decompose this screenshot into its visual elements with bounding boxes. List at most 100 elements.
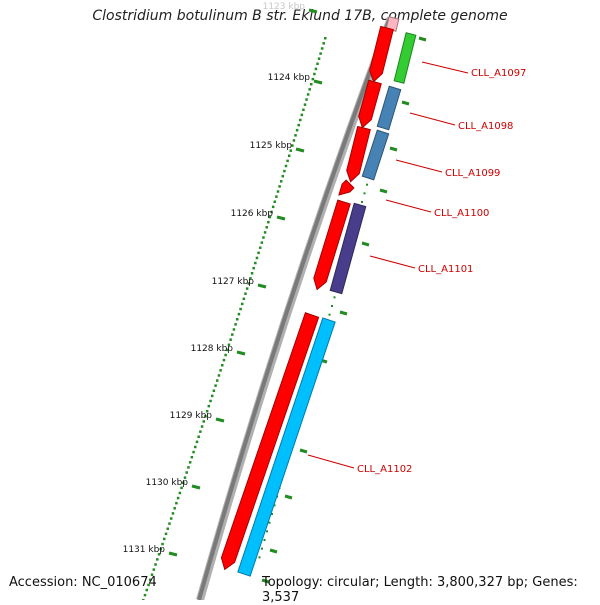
gc-dot: [320, 47, 324, 50]
gc-dot: [212, 389, 216, 393]
gc-dot: [265, 226, 268, 229]
scale-tick: [215, 417, 225, 423]
gc-dot: [197, 435, 200, 439]
gc-dot: [328, 313, 331, 316]
gc-dot: [308, 88, 311, 91]
gene-arrow-outer: [358, 79, 382, 129]
gene-label: CLL_A1098: [458, 121, 513, 132]
gc-dot: [199, 430, 202, 433]
gc-dot: [306, 93, 310, 96]
gc-dot: [163, 537, 166, 541]
gc-dot: [190, 455, 194, 459]
gc-dot: [275, 195, 278, 198]
gc-dot: [156, 558, 159, 561]
gene-label: CLL_A1101: [418, 264, 473, 275]
gc-dot: [314, 67, 318, 71]
gc-dot: [363, 192, 366, 195]
gc-dot: [194, 445, 197, 449]
gc-dot: [173, 507, 176, 510]
gc-dot: [214, 384, 217, 387]
scale-tick: [313, 79, 323, 85]
gc-dot: [310, 82, 313, 86]
gc-dot: [361, 201, 363, 203]
gc-dot: [287, 154, 291, 158]
gc-dot: [268, 215, 272, 219]
gc-dot: [143, 593, 147, 597]
gc-dot: [260, 241, 264, 244]
gc-dot: [250, 272, 254, 275]
gc-dot: [227, 343, 231, 347]
scale-label: 1127 kbp: [212, 277, 255, 287]
gc-dot: [157, 553, 161, 556]
gc-dot: [258, 556, 261, 559]
label-leader-line: [409, 112, 456, 126]
gc-dot: [161, 542, 164, 546]
gene-label: CLL_A1097: [471, 68, 526, 79]
gc-dot: [252, 266, 255, 270]
gc-dot: [324, 37, 327, 40]
skew-tick: [269, 548, 278, 554]
gc-dot: [263, 539, 266, 541]
gc-dot: [239, 307, 242, 311]
gc-dot: [300, 113, 304, 117]
gc-dot: [145, 588, 149, 592]
gene-features: [220, 16, 417, 577]
skew-tick: [299, 448, 308, 454]
scale-tick: [257, 283, 267, 289]
gc-dot: [242, 297, 246, 301]
gene-arrow: [385, 16, 400, 32]
gc-dot: [221, 363, 224, 367]
gc-dot: [182, 481, 185, 484]
gc-dot: [331, 305, 333, 307]
gc-dot: [195, 440, 199, 444]
gc-dot: [257, 251, 260, 255]
scale-tick: [236, 350, 246, 356]
label-leader-line: [385, 199, 432, 213]
gc-dot: [224, 353, 227, 357]
gc-dot: [166, 527, 169, 530]
gc-dot: [147, 583, 150, 587]
gc-dot: [317, 57, 321, 60]
gc-dot: [222, 358, 226, 362]
scale-label: 1125 kbp: [250, 141, 293, 151]
gc-dot: [291, 144, 294, 147]
scale-label: 1131 kbp: [123, 545, 166, 555]
gc-dot: [180, 486, 183, 490]
accession-text: Accession: NC_010674: [9, 575, 157, 590]
skew-tick: [401, 100, 410, 106]
gc-dot: [209, 399, 212, 403]
gc-dot: [311, 77, 315, 81]
gc-dot: [178, 491, 182, 495]
gc-dot: [226, 348, 229, 352]
gene-arrow-outer: [313, 199, 351, 291]
genome-backbone-core: [197, 17, 392, 600]
gc-dot: [273, 504, 276, 507]
gene-arrow-inner: [376, 85, 402, 131]
gc-dot: [289, 149, 293, 152]
gc-dot: [152, 568, 156, 571]
gc-dot: [231, 333, 234, 336]
scale-label: 1130 kbp: [146, 478, 189, 488]
gc-dot: [204, 415, 207, 418]
gc-dot: [322, 42, 325, 45]
gene-arrow-outer: [369, 25, 394, 83]
gc-dot: [281, 174, 285, 178]
gc-dot: [217, 374, 221, 377]
gc-dot: [267, 220, 270, 224]
scale-label: 1126 kbp: [231, 209, 274, 219]
skew-tick: [361, 241, 370, 247]
gc-dot: [192, 450, 195, 454]
label-leader-line: [307, 454, 355, 469]
gc-dot: [254, 261, 257, 265]
gc-dot: [210, 394, 214, 398]
gc-dot: [232, 328, 236, 331]
gene-arrow-inner: [361, 129, 390, 181]
gc-dot: [283, 169, 286, 173]
gc-dot: [249, 277, 252, 280]
genome-title: Clostridium botulinum B str. Eklund 17B,…: [92, 8, 508, 24]
gc-dot: [268, 521, 271, 524]
scale-tick: [168, 551, 178, 557]
gc-dot: [188, 461, 192, 464]
skew-tick: [389, 146, 398, 152]
